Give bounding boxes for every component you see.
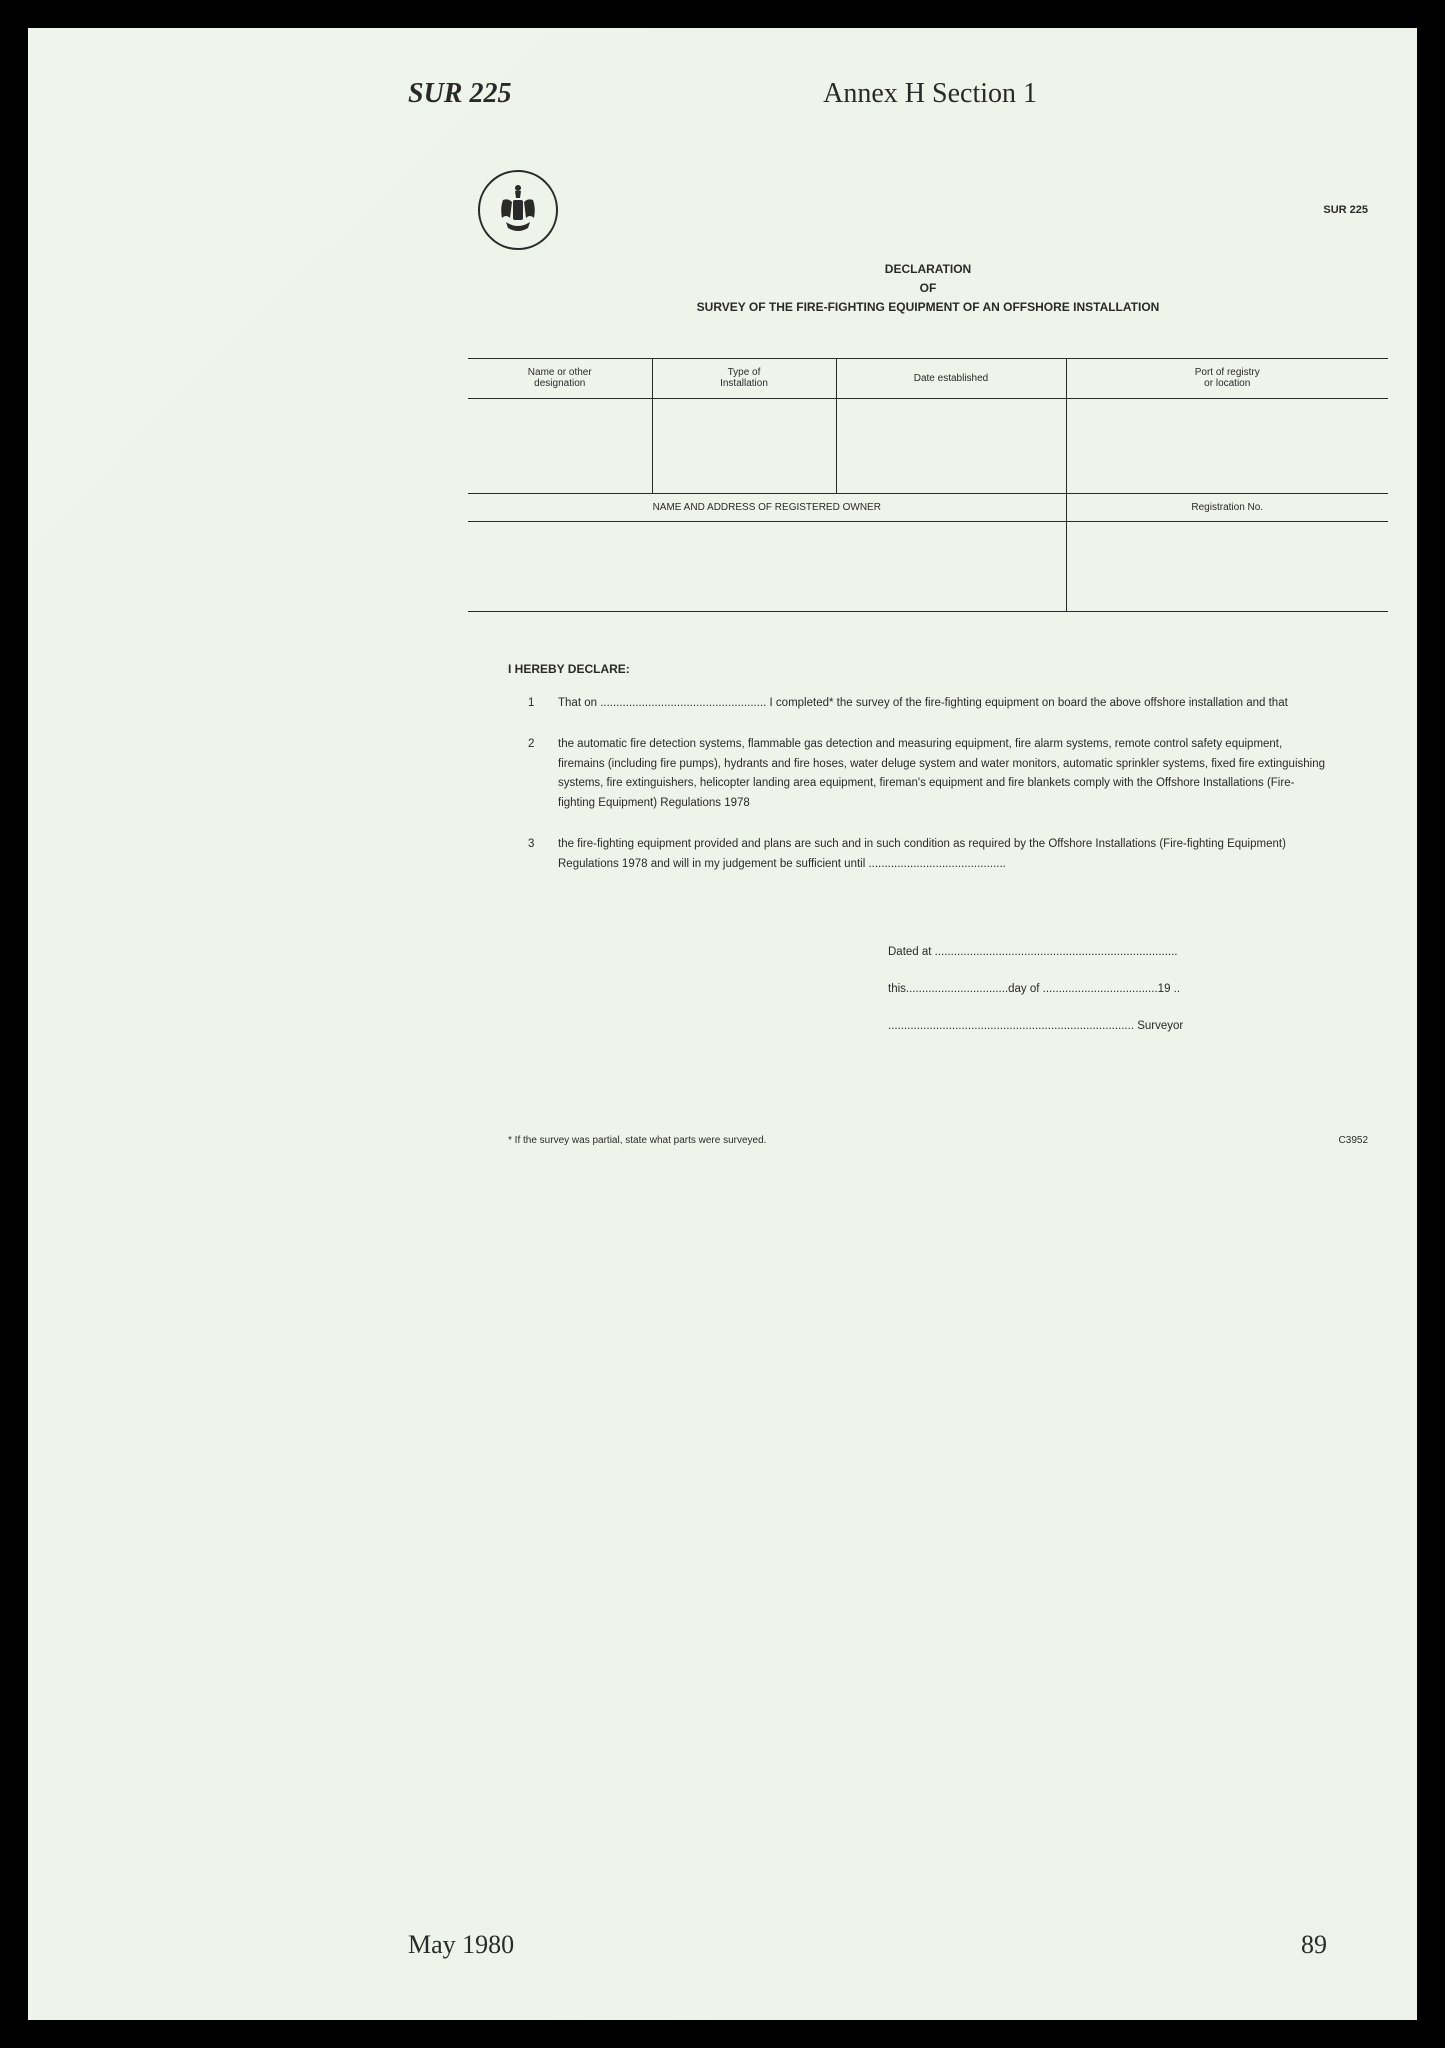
th-type: Type of bbox=[657, 367, 832, 378]
details-table: Name or other designation Type of Instal… bbox=[468, 358, 1388, 612]
cell-owner bbox=[468, 521, 1066, 611]
footnote-text: * If the survey was partial, state what … bbox=[508, 1135, 766, 1146]
form-code-label: SUR 225 bbox=[1323, 204, 1368, 216]
header-form-id: SUR 225 bbox=[408, 78, 511, 110]
surveyor-line: ........................................… bbox=[888, 1008, 1388, 1045]
th-regno: Registration No. bbox=[1066, 493, 1388, 521]
item-number: 2 bbox=[528, 735, 558, 813]
declaration-item: 1 That on ..............................… bbox=[528, 694, 1328, 714]
th-date: Date established bbox=[841, 373, 1062, 384]
declare-heading: I HEREBY DECLARE: bbox=[508, 662, 1388, 676]
signature-block: Dated at ...............................… bbox=[888, 934, 1388, 1044]
this-day-line: this................................day … bbox=[888, 971, 1388, 1008]
th-type2: Installation bbox=[657, 378, 832, 389]
cell-regno bbox=[1066, 521, 1388, 611]
footer-date: May 1980 bbox=[408, 1930, 514, 1960]
th-owner: NAME AND ADDRESS OF REGISTERED OWNER bbox=[468, 493, 1066, 521]
th-name: Name or other bbox=[472, 367, 648, 378]
cell-port bbox=[1066, 398, 1388, 493]
form-title: DECLARATION OF SURVEY OF THE FIRE-FIGHTI… bbox=[468, 260, 1388, 318]
header-annex: Annex H Section 1 bbox=[823, 78, 1037, 110]
page-footer: May 1980 89 bbox=[408, 1930, 1327, 1960]
footnote-row: * If the survey was partial, state what … bbox=[468, 1135, 1388, 1146]
title-line1: DECLARATION bbox=[468, 260, 1388, 279]
declaration-item: 2 the automatic fire detection systems, … bbox=[528, 735, 1328, 813]
crest-row: SUR 225 bbox=[468, 170, 1388, 250]
form-content: SUR 225 DECLARATION OF SURVEY OF THE FIR… bbox=[468, 170, 1388, 1146]
item-text: That on ................................… bbox=[558, 694, 1328, 714]
cell-type bbox=[652, 398, 836, 493]
royal-crest-icon bbox=[478, 170, 558, 250]
item-text: the automatic fire detection systems, fl… bbox=[558, 735, 1328, 813]
footer-page-number: 89 bbox=[1301, 1930, 1327, 1960]
declaration-list: 1 That on ..............................… bbox=[528, 694, 1328, 875]
title-line2: OF bbox=[468, 279, 1388, 298]
cell-name bbox=[468, 398, 652, 493]
declaration-item: 3 the fire-fighting equipment provided a… bbox=[528, 835, 1328, 874]
th-port: Port of registry bbox=[1071, 367, 1385, 378]
item-number: 1 bbox=[528, 694, 558, 714]
scan-frame: SUR 225 Annex H Section 1 bbox=[0, 0, 1445, 2048]
th-name2: designation bbox=[472, 378, 648, 389]
dated-line: Dated at ...............................… bbox=[888, 934, 1388, 971]
cell-date bbox=[836, 398, 1066, 493]
item-text: the fire-fighting equipment provided and… bbox=[558, 835, 1328, 874]
title-line3: SURVEY OF THE FIRE-FIGHTING EQUIPMENT OF… bbox=[468, 298, 1388, 317]
th-port2: or location bbox=[1071, 378, 1385, 389]
document-page: SUR 225 Annex H Section 1 bbox=[28, 28, 1417, 2020]
footnote-code: C3952 bbox=[1339, 1135, 1368, 1146]
item-number: 3 bbox=[528, 835, 558, 874]
page-header: SUR 225 Annex H Section 1 bbox=[88, 78, 1357, 110]
